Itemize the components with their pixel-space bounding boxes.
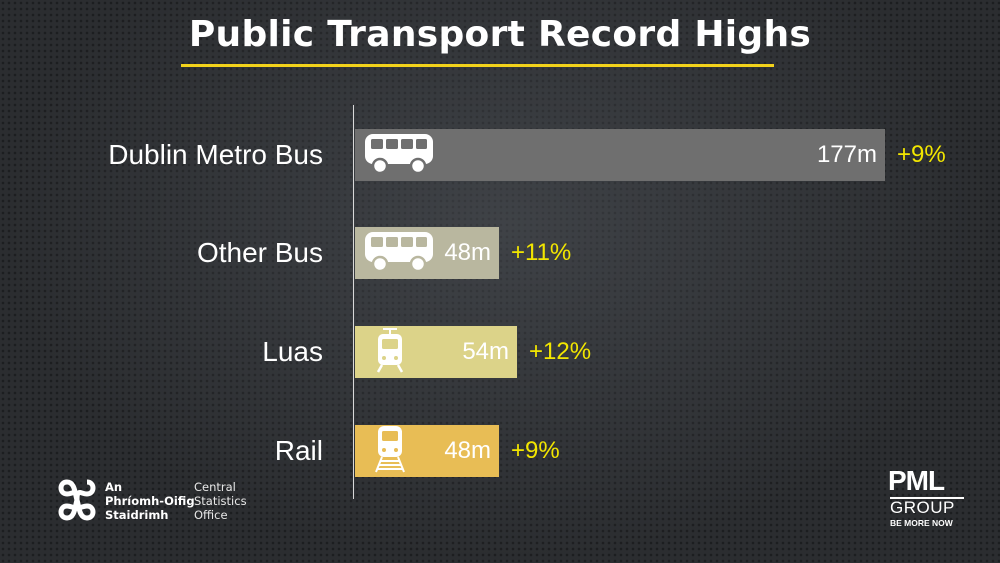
cso-english-line: Office [194,508,228,522]
pml-logo-tagline: BE MORE NOW [890,518,953,528]
pml-logo-name: PML [888,465,945,496]
bar: 54m [355,326,517,378]
category-label: Other Bus [196,237,323,268]
category-label: Luas [262,336,323,367]
title-underline [181,64,774,67]
bar: 48m [355,425,499,477]
bar-value-label: 177m [816,141,877,168]
change-label: +9% [897,141,946,168]
tram-icon [373,327,407,377]
cso-english-name: Central Statistics Office [194,480,247,522]
pml-group-logo: PML GROUP BE MORE NOW [888,466,968,530]
bar-value-label: 48m [444,437,491,464]
cso-logo: An Phríomh-Oifig Staidrimh Central Stati… [57,478,267,522]
category-label: Dublin Metro Bus [108,139,323,170]
bus-icon [363,229,435,277]
bar-value-label: 54m [462,338,509,365]
train-icon [373,425,407,477]
cso-irish-line: An [105,480,123,494]
change-label: +9% [511,437,560,464]
change-label: +11% [511,239,572,266]
cso-logo-mark [58,479,96,521]
cso-irish-name: An Phríomh-Oifig Staidrimh [105,480,195,522]
bus-icon [363,131,435,179]
cso-english-line: Statistics [194,494,247,508]
bar: 177m [355,129,885,181]
bar: 48m [355,227,499,279]
bar-value-label: 48m [444,239,491,266]
category-axis-line [353,105,354,499]
pml-logo-group: GROUP [890,498,955,517]
chart-title: Public Transport Record Highs [188,14,812,55]
pml-logo-rule [890,497,964,499]
change-label: +12% [529,338,592,365]
cso-irish-line: Staidrimh [105,508,169,522]
cso-irish-line: Phríomh-Oifig [105,494,195,508]
category-label: Rail [274,435,323,466]
cso-english-line: Central [194,480,236,494]
